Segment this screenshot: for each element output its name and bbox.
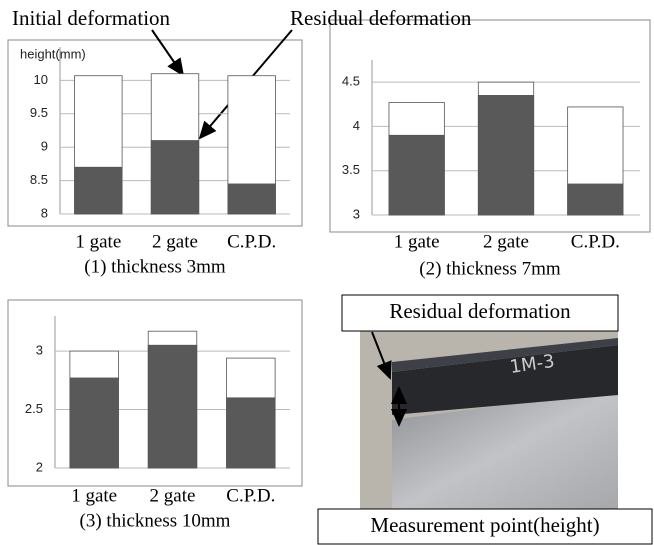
x-tick-label: 2 gate	[152, 231, 198, 252]
x-tick-label: 2 gate	[483, 231, 529, 252]
y-tick-label: 8	[41, 205, 48, 220]
y-axis-label: height(mm)	[20, 46, 86, 61]
y-tick-label: 8.5	[30, 172, 48, 187]
y-tick-label: 2	[36, 459, 43, 474]
chart-frame	[7, 39, 303, 227]
y-tick-label: 10	[34, 72, 48, 87]
y-tick-label: 3	[353, 206, 360, 221]
photo-label: Residual deformation	[389, 299, 571, 323]
arrow	[151, 29, 185, 77]
bar	[147, 344, 198, 469]
y-tick-label: 9	[41, 139, 48, 154]
arrow	[371, 331, 392, 380]
bar	[388, 134, 445, 216]
label-box	[341, 294, 619, 332]
chart-caption: (2) thickness 7mm	[419, 258, 561, 279]
bar	[477, 95, 535, 216]
chart-caption: (3) thickness 10mm	[80, 510, 231, 531]
x-tick-label: C.P.D.	[227, 231, 276, 252]
bar	[567, 183, 624, 216]
x-tick-label: C.P.D.	[226, 485, 275, 506]
x-tick-label: 1 gate	[75, 231, 121, 252]
y-tick-label: 3.5	[342, 162, 360, 177]
x-tick-label: 1 gate	[394, 231, 440, 252]
y-tick-label: 9.5	[30, 105, 48, 120]
annotation: Residual deformation	[290, 6, 472, 30]
bar	[74, 166, 123, 215]
x-tick-label: 2 gate	[150, 485, 196, 506]
chart-frame	[7, 299, 303, 487]
bar	[69, 377, 119, 469]
photo-label: Measurement point(height)	[370, 513, 599, 537]
bar	[226, 397, 276, 469]
bar	[150, 140, 200, 215]
x-tick-label: C.P.D.	[571, 231, 620, 252]
y-tick-label: 3	[36, 343, 43, 358]
y-tick-label: 2.5	[25, 401, 43, 416]
annotation: Initial deformation	[12, 6, 171, 30]
y-tick-label: 4	[353, 118, 360, 133]
chart-frame	[329, 19, 651, 233]
y-tick-label: 4.5	[342, 74, 360, 89]
bar	[227, 183, 276, 215]
label-box	[317, 508, 653, 545]
x-tick-label: 1 gate	[71, 485, 117, 506]
chart-caption: (1) thickness 3mm	[84, 256, 226, 277]
